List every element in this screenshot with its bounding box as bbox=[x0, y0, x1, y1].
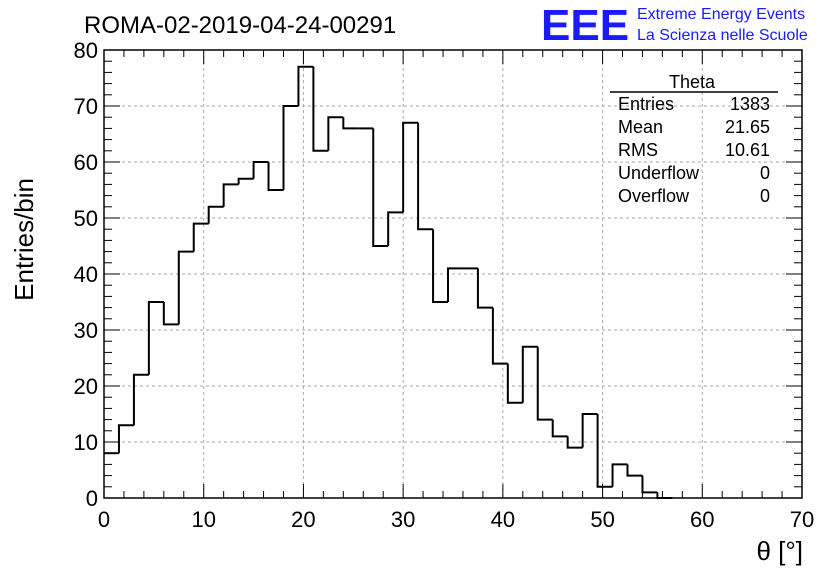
logo-line-2: La Scienza nelle Scuole bbox=[637, 27, 808, 44]
x-tick-labels: 0 10 20 30 40 50 60 70 bbox=[98, 507, 814, 532]
x-tick-label: 60 bbox=[690, 507, 714, 532]
y-tick-labels: 0 10 20 30 40 50 60 70 80 bbox=[74, 38, 98, 511]
histogram-outline bbox=[104, 65, 673, 499]
y-tick-label: 70 bbox=[74, 94, 98, 119]
histogram-bin bbox=[626, 464, 643, 477]
histogram-bin bbox=[596, 414, 613, 488]
y-tick-label: 30 bbox=[74, 318, 98, 343]
histogram-bin bbox=[402, 121, 419, 213]
histogram-bin bbox=[641, 475, 658, 494]
grid-lines bbox=[104, 50, 802, 498]
x-tick-label: 50 bbox=[590, 507, 614, 532]
y-tick-label: 40 bbox=[74, 262, 98, 287]
histogram-bin bbox=[506, 363, 523, 404]
histogram-bin bbox=[147, 301, 164, 375]
x-tick-label: 30 bbox=[391, 507, 415, 532]
eee-logo-mark: EEE bbox=[541, 1, 629, 50]
histogram-bin bbox=[372, 128, 389, 247]
stats-row-value: 0 bbox=[760, 186, 770, 206]
x-tick-label: 10 bbox=[191, 507, 215, 532]
logo-line-1: Extreme Energy Events bbox=[637, 6, 805, 23]
histogram-bin bbox=[342, 117, 359, 130]
histogram-bin bbox=[192, 222, 209, 252]
stats-row-label: Overflow bbox=[618, 186, 690, 206]
histogram-bin bbox=[267, 162, 284, 191]
histogram-bin bbox=[222, 183, 239, 207]
histogram-bin bbox=[387, 211, 404, 246]
histogram-bin bbox=[566, 436, 583, 449]
x-tick-label: 70 bbox=[790, 507, 814, 532]
x-tick-label: 40 bbox=[491, 507, 515, 532]
histogram-bin bbox=[312, 66, 329, 152]
histogram-bin bbox=[417, 122, 434, 231]
stats-box-title: Theta bbox=[669, 72, 716, 92]
histogram-bin bbox=[132, 373, 149, 426]
y-tick-label: 20 bbox=[74, 374, 98, 399]
histogram-bin bbox=[117, 424, 134, 454]
stats-rows: Entries 1383 Mean 21.65 RMS 10.61 Underflow 0 Ov… bbox=[618, 94, 770, 206]
y-axis-title: Entries/bin bbox=[9, 178, 39, 301]
eee-logo: EEE Extreme Energy Events La Scienza nel… bbox=[541, 1, 808, 50]
histogram-bin bbox=[162, 302, 179, 326]
y-tick-label: 0 bbox=[86, 486, 98, 511]
histogram-bin bbox=[207, 205, 224, 224]
histogram-bin bbox=[327, 116, 344, 151]
stats-row-label: Entries bbox=[618, 94, 674, 114]
stats-row-value: 10.61 bbox=[725, 140, 770, 160]
histogram-bin bbox=[521, 345, 538, 403]
x-axis-title: θ [°] bbox=[756, 536, 803, 566]
histogram-bin bbox=[252, 161, 269, 179]
y-tick-label: 50 bbox=[74, 206, 98, 231]
stats-row-label: Mean bbox=[618, 117, 663, 137]
y-tick-label: 80 bbox=[74, 38, 98, 63]
histogram-bin bbox=[656, 492, 673, 499]
histogram-bin bbox=[282, 105, 299, 190]
stats-row-value: 21.65 bbox=[725, 117, 770, 137]
y-tick-label: 60 bbox=[74, 150, 98, 175]
histogram-bin bbox=[551, 419, 568, 438]
stats-row-label: RMS bbox=[618, 140, 658, 160]
stats-box: Theta Entries 1383 Mean 21.65 RMS 10.61 Underf… bbox=[610, 72, 778, 206]
stats-row-value: 0 bbox=[760, 163, 770, 183]
y-tick-label: 10 bbox=[74, 430, 98, 455]
x-tick-label: 20 bbox=[291, 507, 315, 532]
chart-title: ROMA-02-2019-04-24-00291 bbox=[84, 12, 396, 39]
histogram-bin bbox=[536, 346, 553, 421]
histogram-bin bbox=[491, 307, 508, 365]
histogram-bin bbox=[447, 267, 463, 302]
histogram-bin bbox=[581, 413, 598, 448]
histogram-bin bbox=[237, 177, 254, 185]
histogram-bin bbox=[177, 250, 194, 325]
axis-ticks bbox=[103, 49, 803, 499]
stats-row-value: 1383 bbox=[730, 94, 770, 114]
stats-row-label: Underflow bbox=[618, 163, 700, 183]
x-tick-label: 0 bbox=[98, 507, 110, 532]
histogram-bin bbox=[297, 65, 314, 106]
histogram-bin bbox=[476, 268, 493, 309]
histogram-bin bbox=[611, 463, 628, 487]
histogram-bin bbox=[432, 229, 449, 303]
